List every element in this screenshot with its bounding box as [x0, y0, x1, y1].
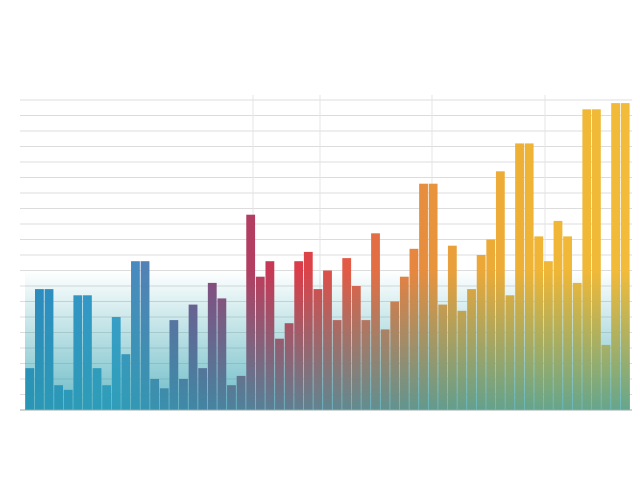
fade-overlay — [25, 100, 630, 410]
